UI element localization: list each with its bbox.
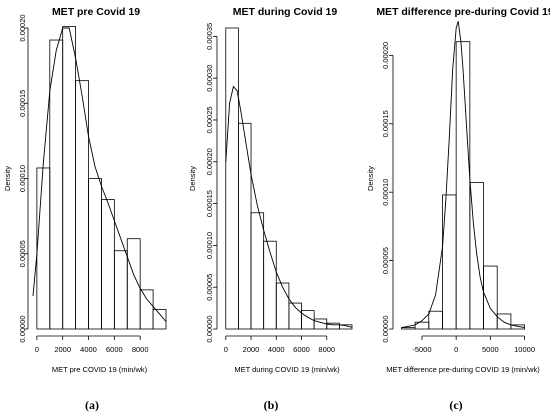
histogram-bar (152, 309, 167, 330)
y-tick-label: 0.00035 (205, 23, 214, 50)
x-tick-label: -5000 (412, 345, 431, 354)
y-tick-label: 0.00015 (381, 110, 390, 137)
y-tick-label: 0.00000 (205, 315, 214, 342)
y-tick-label: 0.00000 (18, 315, 27, 342)
y-tick-label: 0.00010 (205, 232, 214, 259)
histogram-bar (483, 265, 498, 330)
y-tick-label: 0.00005 (205, 274, 214, 301)
y-tick-label: 0.00005 (18, 240, 27, 267)
y-axis-title: Density (188, 166, 197, 191)
x-axis-title: MET difference pre-during COVID 19 (min/… (386, 365, 540, 374)
panel-letter: (b) (264, 398, 279, 412)
y-tick-label: 0.00000 (381, 315, 390, 342)
y-axis-title: Density (366, 166, 375, 191)
x-tick-label: 6000 (293, 345, 310, 354)
y-tick-label: 0.00015 (205, 190, 214, 217)
x-tick-label: 10000 (514, 345, 535, 354)
x-tick-label: 0 (224, 345, 228, 354)
histogram-bar (126, 238, 141, 330)
x-tick-label: 4000 (268, 345, 285, 354)
y-tick-label: 0.00010 (18, 165, 27, 192)
density-curve (401, 21, 525, 329)
y-tick-label: 0.00030 (205, 65, 214, 92)
x-tick-label: 5000 (482, 345, 499, 354)
x-tick-label: 8000 (132, 345, 149, 354)
histogram-bar (510, 324, 525, 330)
panel-letter: (c) (449, 398, 462, 412)
y-tick-label: 0.00010 (381, 179, 390, 206)
x-tick-label: 0 (35, 345, 39, 354)
x-axis-title: MET pre COVID 19 (min/wk) (52, 365, 148, 374)
panel-title: MET during Covid 19 (233, 6, 338, 18)
panel-title: MET difference pre-during Covid 19 (376, 6, 550, 18)
y-tick-label: 0.00020 (205, 148, 214, 175)
panel-letter: (a) (85, 398, 99, 412)
panel-title: MET pre Covid 19 (52, 6, 140, 18)
x-tick-label: 0 (454, 345, 458, 354)
density-curve (32, 27, 167, 322)
y-tick-label: 0.00015 (18, 90, 27, 117)
y-tick-label: 0.00025 (205, 106, 214, 133)
y-tick-label: 0.00020 (18, 14, 27, 41)
x-tick-label: 6000 (106, 345, 123, 354)
x-tick-label: 2000 (54, 345, 71, 354)
x-tick-label: 2000 (243, 345, 260, 354)
density-curve (225, 85, 353, 328)
histogram-bar (496, 313, 512, 330)
x-axis-title: MET during COVID 19 (min/wk) (234, 365, 340, 374)
histogram-bar (469, 182, 484, 330)
y-tick-label: 0.00005 (381, 247, 390, 274)
x-tick-label: 4000 (80, 345, 97, 354)
x-tick-label: 8000 (318, 345, 335, 354)
y-tick-label: 0.00020 (381, 42, 390, 69)
y-axis-title: Density (3, 166, 12, 191)
